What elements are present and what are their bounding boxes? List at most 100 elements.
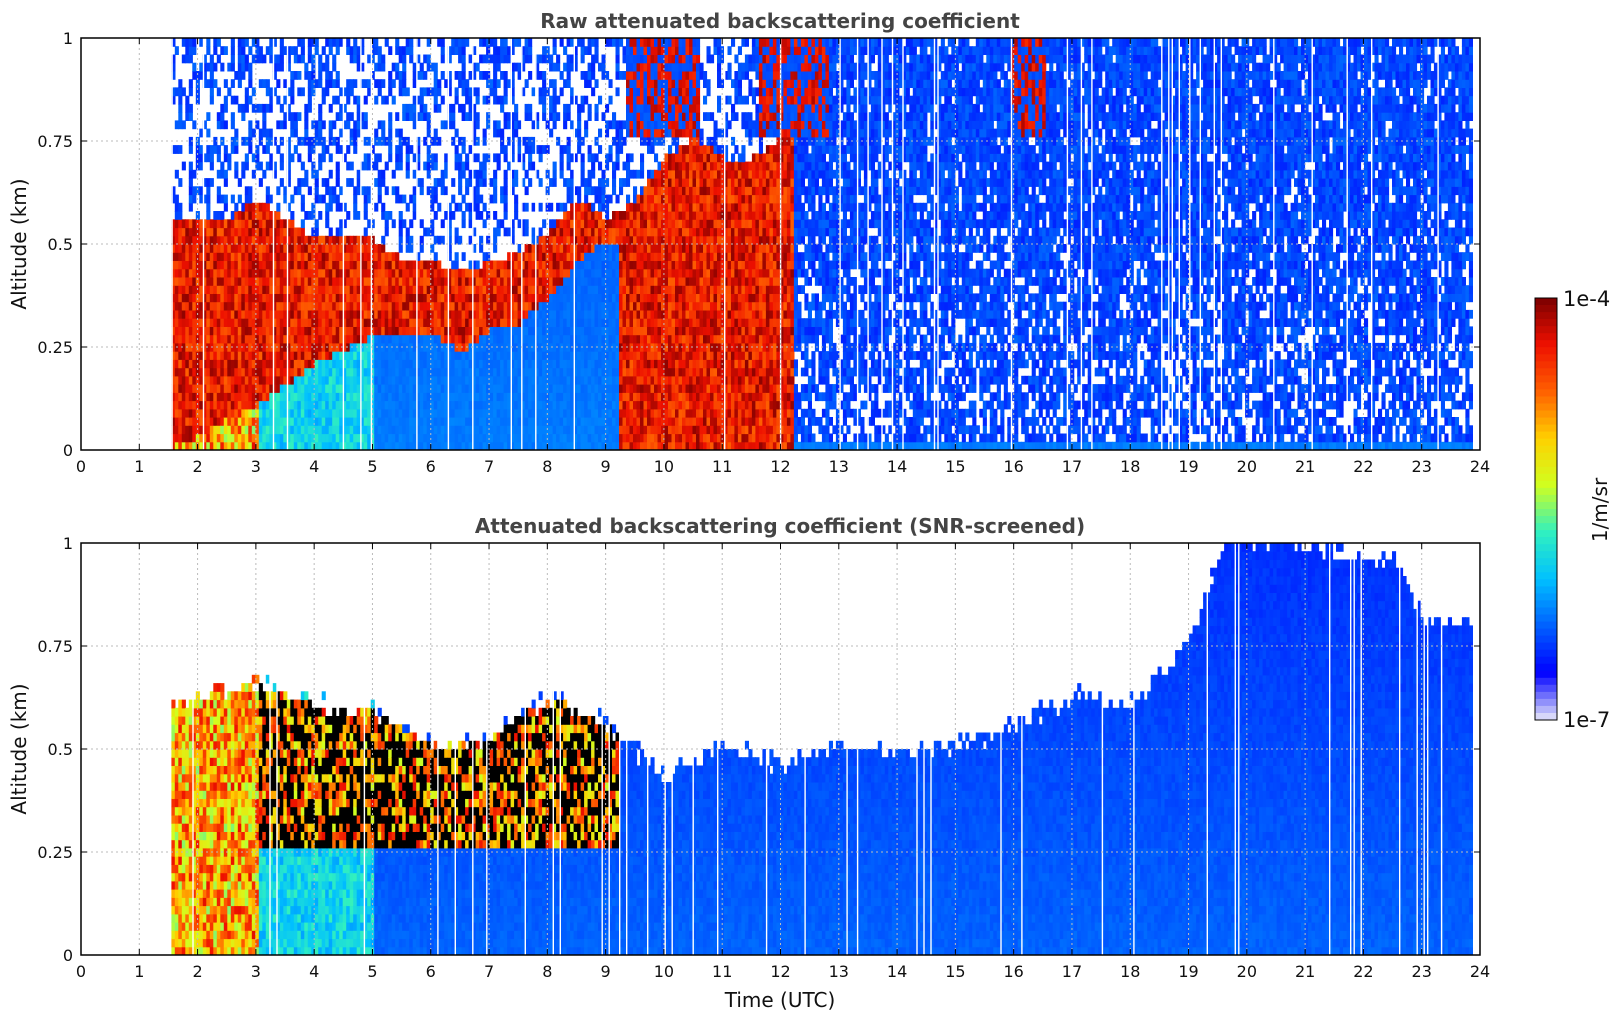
heatmap-cell xyxy=(622,408,627,418)
heatmap-cell xyxy=(598,285,603,294)
heatmap-cell xyxy=(433,211,438,220)
heatmap-cell xyxy=(251,326,256,336)
heatmap-cell xyxy=(269,417,274,426)
heatmap-cell xyxy=(339,285,344,294)
heatmap-cell xyxy=(195,367,200,377)
heatmap-cell xyxy=(269,384,274,393)
heatmap-cell xyxy=(549,384,554,393)
heatmap-cell xyxy=(398,211,403,220)
heatmap-cell xyxy=(342,425,347,435)
heatmap-cell xyxy=(349,54,354,64)
heatmap-cell xyxy=(276,417,281,426)
heatmap-cell xyxy=(493,326,498,336)
heatmap-cell xyxy=(598,359,603,369)
heatmap-cell xyxy=(444,120,449,130)
heatmap-cell xyxy=(353,120,358,130)
heatmap-cell xyxy=(374,244,379,253)
heatmap-cell xyxy=(535,62,540,72)
heatmap-cell xyxy=(360,375,365,385)
heatmap-cell xyxy=(633,318,638,327)
heatmap-cell xyxy=(321,244,326,253)
heatmap-cell xyxy=(185,301,190,311)
heatmap-cell xyxy=(391,425,396,435)
heatmap-cell xyxy=(577,145,582,154)
heatmap-cell xyxy=(468,211,473,220)
heatmap-cell xyxy=(531,136,536,146)
heatmap-cell xyxy=(356,417,361,426)
heatmap-cell xyxy=(276,120,281,130)
heatmap-cell xyxy=(531,425,536,435)
heatmap-cell xyxy=(349,375,354,385)
heatmap-cell xyxy=(325,425,330,435)
heatmap-cell xyxy=(461,219,466,229)
heatmap-cell xyxy=(339,128,344,138)
heatmap-cell xyxy=(300,359,305,369)
heatmap-cell xyxy=(265,351,270,360)
heatmap-cell xyxy=(216,408,221,418)
heatmap-cell xyxy=(559,153,564,163)
heatmap-cell xyxy=(377,268,382,278)
heatmap-cell xyxy=(577,318,582,327)
heatmap-cell xyxy=(545,46,550,55)
heatmap-cell xyxy=(612,318,617,327)
heatmap-cell xyxy=(279,38,284,47)
heatmap-cell xyxy=(636,285,641,294)
heatmap-cell xyxy=(556,425,561,435)
heatmap-cell xyxy=(517,359,522,369)
heatmap-cell xyxy=(580,46,585,55)
heatmap-cell xyxy=(374,178,379,187)
heatmap-cell xyxy=(507,46,512,55)
heatmap-cell xyxy=(230,425,235,435)
heatmap-cell xyxy=(395,71,400,80)
heatmap-cell xyxy=(216,252,221,261)
heatmap-cell xyxy=(531,277,536,286)
heatmap-cell xyxy=(430,375,435,385)
heatmap-cell xyxy=(328,71,333,80)
heatmap-cell xyxy=(447,441,452,450)
heatmap-cell xyxy=(507,417,512,426)
heatmap-cell xyxy=(405,227,410,237)
heatmap-cell xyxy=(356,103,361,113)
heatmap-cell xyxy=(234,417,239,426)
heatmap-cell xyxy=(461,301,466,311)
heatmap-cell xyxy=(314,194,319,204)
heatmap-cell xyxy=(437,359,442,369)
heatmap-cell xyxy=(570,87,575,97)
heatmap-cell xyxy=(181,351,186,360)
heatmap-cell xyxy=(433,367,438,377)
heatmap-cell xyxy=(409,334,414,344)
heatmap-cell xyxy=(300,400,305,410)
heatmap-cell xyxy=(248,120,253,130)
heatmap-cell xyxy=(433,79,438,88)
heatmap-cell xyxy=(258,425,263,435)
heatmap-cell xyxy=(318,136,323,146)
heatmap-cell xyxy=(587,433,592,443)
heatmap-cell xyxy=(577,334,582,344)
heatmap-cell xyxy=(605,161,610,171)
heatmap-cell xyxy=(349,384,354,393)
heatmap-cell xyxy=(451,392,456,402)
heatmap-cell xyxy=(325,334,330,344)
heatmap-cell xyxy=(566,103,571,113)
heatmap-cell xyxy=(171,342,176,352)
heatmap-cell xyxy=(440,359,445,369)
heatmap-cell xyxy=(570,400,575,410)
heatmap-cell xyxy=(437,351,442,360)
heatmap-cell xyxy=(244,252,249,261)
heatmap-cell xyxy=(622,342,627,352)
heatmap-cell xyxy=(202,375,207,385)
heatmap-cell xyxy=(538,235,543,245)
heatmap-cell xyxy=(451,342,456,352)
heatmap-cell xyxy=(286,375,291,385)
heatmap-cell xyxy=(171,219,176,229)
heatmap-cell xyxy=(213,334,218,344)
heatmap-cell xyxy=(416,392,421,402)
heatmap-cell xyxy=(286,309,291,319)
heatmap-cell xyxy=(178,441,183,450)
heatmap-cell xyxy=(199,145,204,154)
heatmap-cell xyxy=(409,54,414,64)
heatmap-cell xyxy=(619,252,624,261)
heatmap-cell xyxy=(524,54,529,64)
heatmap-cell xyxy=(496,309,501,319)
heatmap-cell xyxy=(612,244,617,253)
